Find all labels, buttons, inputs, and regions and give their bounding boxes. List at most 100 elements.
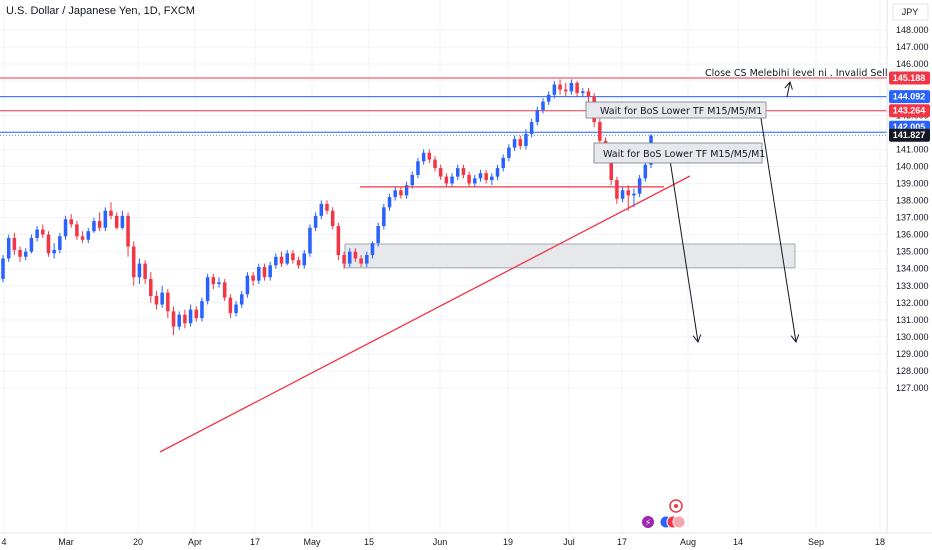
candle[interactable] <box>359 258 363 264</box>
candle[interactable] <box>245 275 250 295</box>
candle[interactable] <box>376 226 380 244</box>
candle[interactable] <box>205 277 210 302</box>
candle[interactable] <box>325 203 329 211</box>
candle[interactable] <box>598 122 602 141</box>
candle[interactable] <box>353 251 358 259</box>
candle[interactable] <box>154 295 159 305</box>
candle[interactable] <box>421 152 426 162</box>
candle[interactable] <box>347 251 352 264</box>
candle[interactable] <box>399 190 403 196</box>
candle[interactable] <box>285 253 289 264</box>
currency-box[interactable] <box>892 3 929 21</box>
candle[interactable] <box>410 174 415 186</box>
time-axis[interactable]: 4 Mar 20 Apr 17 May 15 Jun 19 Jul 17 Aug 14 Sep 18 <box>1 537 885 547</box>
candle[interactable] <box>69 219 73 225</box>
candle[interactable] <box>382 207 386 227</box>
candle[interactable] <box>92 220 96 232</box>
candle[interactable] <box>63 219 68 237</box>
candle[interactable] <box>211 277 216 285</box>
candle[interactable] <box>541 101 545 111</box>
candle[interactable] <box>637 178 642 194</box>
candle[interactable] <box>552 84 557 95</box>
event-icons[interactable]: ⚡ <box>642 499 686 529</box>
candle[interactable] <box>632 193 636 196</box>
candle[interactable] <box>450 176 454 184</box>
demand-zone[interactable] <box>344 243 796 269</box>
candle[interactable] <box>177 314 181 327</box>
candle[interactable] <box>274 256 278 266</box>
candle[interactable] <box>615 180 619 199</box>
candle[interactable] <box>643 164 648 179</box>
candle[interactable] <box>546 94 551 102</box>
candle[interactable] <box>80 236 85 240</box>
candle[interactable] <box>114 215 119 228</box>
candle[interactable] <box>404 185 409 196</box>
candle[interactable] <box>444 176 449 184</box>
candle[interactable] <box>302 253 307 266</box>
candle[interactable] <box>581 91 585 94</box>
candle[interactable] <box>257 266 261 281</box>
candle[interactable] <box>194 309 199 319</box>
candle[interactable] <box>558 84 562 90</box>
candle[interactable] <box>29 238 34 252</box>
candle[interactable] <box>103 210 108 228</box>
candle[interactable] <box>23 251 28 257</box>
candle[interactable] <box>18 249 22 257</box>
lightning-event-icon[interactable] <box>642 516 654 528</box>
candle[interactable] <box>319 203 324 216</box>
candle[interactable] <box>518 139 523 146</box>
candle[interactable] <box>41 229 45 235</box>
candle[interactable] <box>75 224 79 237</box>
candles-layer[interactable] <box>1 79 653 336</box>
candle[interactable] <box>473 178 477 184</box>
candle[interactable] <box>183 314 187 324</box>
arrow-up[interactable] <box>786 81 791 98</box>
candle[interactable] <box>109 210 113 216</box>
candle[interactable] <box>569 82 574 92</box>
candle[interactable] <box>393 190 397 198</box>
candle[interactable] <box>620 190 625 199</box>
candle[interactable] <box>313 215 318 228</box>
arrow-down-1[interactable] <box>669 159 699 343</box>
candle[interactable] <box>188 309 193 324</box>
candle[interactable] <box>478 173 483 179</box>
candle[interactable] <box>291 253 295 261</box>
candle[interactable] <box>575 82 579 94</box>
candle[interactable] <box>160 292 164 305</box>
candle[interactable] <box>279 256 284 264</box>
candle[interactable] <box>512 139 517 148</box>
candle[interactable] <box>131 246 136 278</box>
candle[interactable] <box>234 304 238 314</box>
candle[interactable] <box>455 168 460 177</box>
candle[interactable] <box>239 294 244 305</box>
candle[interactable] <box>143 263 147 279</box>
candle[interactable] <box>35 229 39 239</box>
candle[interactable] <box>330 210 335 227</box>
candle[interactable] <box>484 173 488 181</box>
candle[interactable] <box>222 282 227 298</box>
candle[interactable] <box>342 255 346 264</box>
candle[interactable] <box>97 220 102 228</box>
trendline[interactable] <box>159 175 691 453</box>
candle[interactable] <box>416 161 420 175</box>
candle[interactable] <box>126 215 130 247</box>
candle[interactable] <box>336 226 341 256</box>
candle[interactable] <box>586 91 591 97</box>
candle[interactable] <box>507 147 511 158</box>
candle[interactable] <box>149 278 153 296</box>
candle[interactable] <box>387 197 392 208</box>
candle[interactable] <box>46 234 51 254</box>
us-flag-icon-3[interactable] <box>672 515 686 529</box>
candle[interactable] <box>609 156 613 181</box>
candle[interactable] <box>529 122 534 135</box>
candle[interactable] <box>626 190 631 196</box>
candle[interactable] <box>137 263 142 278</box>
arrow-down-2[interactable] <box>759 111 797 343</box>
candle[interactable] <box>461 168 466 175</box>
candle[interactable] <box>308 227 312 254</box>
candle[interactable] <box>524 134 528 146</box>
candle[interactable] <box>262 266 267 278</box>
candle[interactable] <box>120 215 125 228</box>
candle[interactable] <box>228 297 233 314</box>
